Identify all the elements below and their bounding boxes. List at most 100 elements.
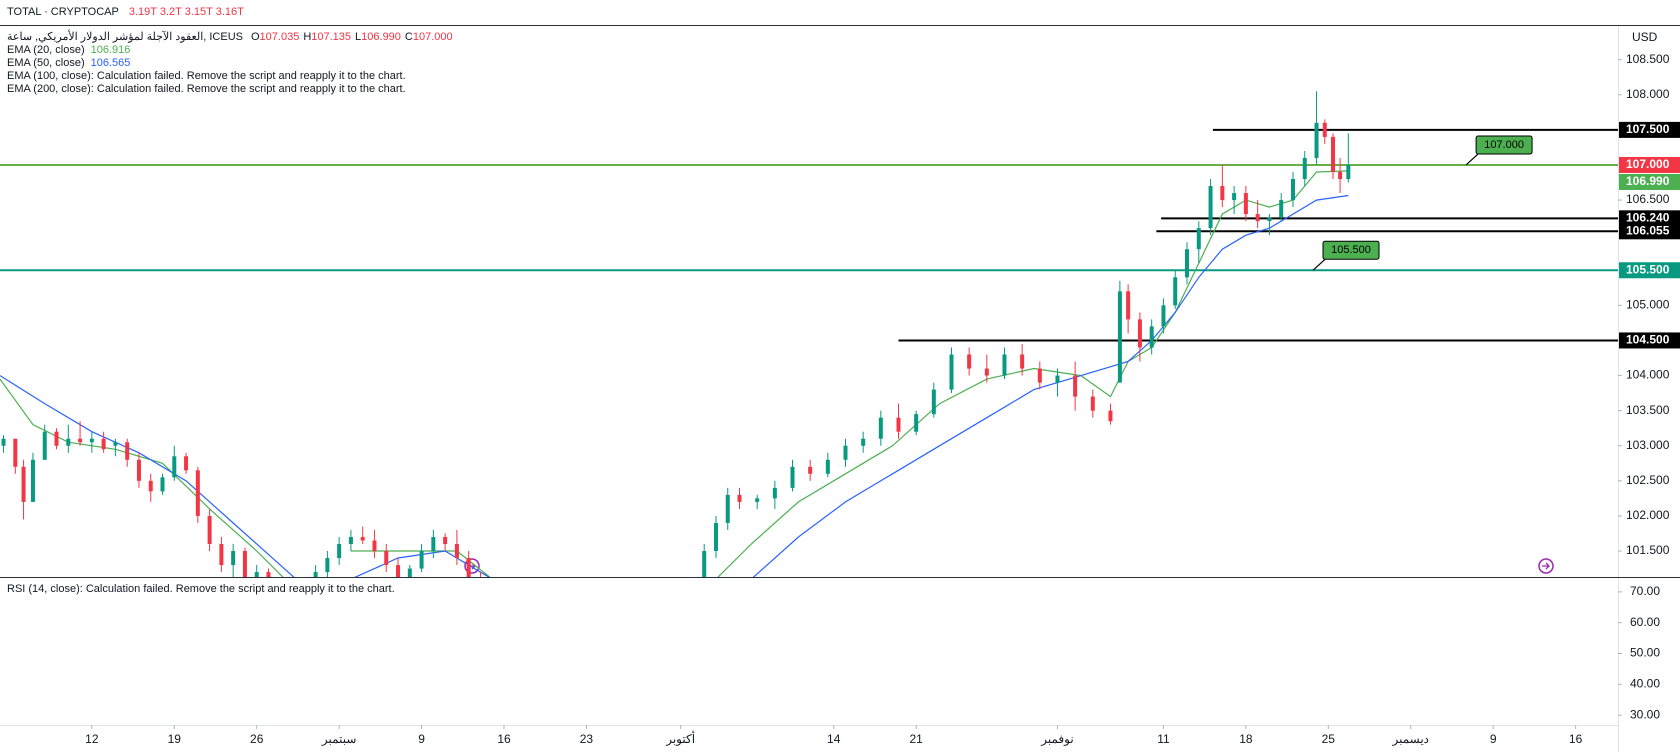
candle-body <box>348 536 353 545</box>
candle-body <box>1185 249 1190 278</box>
candle-body <box>113 442 118 446</box>
rsi-y-tick-label: 60.00 <box>1630 615 1660 629</box>
candle-body <box>443 536 448 545</box>
ohlc: O107.035 H107.135 L106.990 C107.000 <box>251 31 453 43</box>
x-tick-label: 9 <box>1490 732 1497 746</box>
ohlc-value: 107.000 <box>413 31 453 43</box>
x-tick-label: ديسمبر <box>1391 732 1429 746</box>
level-axis-box <box>1619 210 1680 227</box>
candle-body <box>931 389 936 415</box>
y-tick-label: 103.500 <box>1626 403 1670 417</box>
x-tick-label: 9 <box>418 732 425 746</box>
candle-body <box>454 544 459 559</box>
candle-body <box>160 477 165 492</box>
level-axis-label: 104.500 <box>1626 333 1670 347</box>
candle-body <box>1037 368 1042 383</box>
x-tick-label: 21 <box>909 732 923 746</box>
candle-body <box>148 480 153 492</box>
candle-body <box>242 551 247 577</box>
rsi-y-tick-label: 30.00 <box>1630 707 1660 721</box>
y-tick-label: 108.500 <box>1626 52 1670 66</box>
candle-body <box>1117 291 1122 383</box>
candle-body <box>54 431 59 446</box>
candle-body <box>808 466 813 474</box>
x-tick-label: 25 <box>1322 732 1336 746</box>
level-axis-label: 107.500 <box>1626 122 1670 136</box>
ohlc-label: L <box>355 31 361 43</box>
x-tick-label: 16 <box>497 732 511 746</box>
candle-body <box>1302 157 1307 180</box>
ohlc-label: C <box>405 31 413 43</box>
x-tick-label: 23 <box>580 732 594 746</box>
y-tick-label: 104.000 <box>1626 368 1670 382</box>
indicator-name: EMA (50, close) <box>7 57 85 69</box>
y-tick-label: 105.000 <box>1626 298 1670 312</box>
candle-body <box>337 544 342 559</box>
callout-pointer <box>1465 153 1479 166</box>
level-axis-label: 105.500 <box>1626 262 1670 276</box>
candle-body <box>384 551 389 566</box>
candle-body <box>266 572 271 577</box>
candle-body <box>219 544 224 566</box>
y-tick-label: 108.000 <box>1626 87 1670 101</box>
candle-body <box>1255 214 1260 222</box>
callout-box <box>1322 240 1380 260</box>
candle-body <box>325 558 330 573</box>
candle-body <box>1331 136 1336 172</box>
replay-icon[interactable] <box>1538 558 1554 574</box>
candle-body <box>1220 186 1225 201</box>
candle-body <box>419 551 424 569</box>
y-tick-label: 103.000 <box>1626 438 1670 452</box>
candle-body <box>184 456 189 471</box>
callout-label: 105.500 <box>1331 244 1371 256</box>
candle-body <box>1002 354 1007 376</box>
candle-body <box>372 540 377 552</box>
candle-body <box>1137 319 1142 348</box>
candle-body <box>861 438 866 446</box>
indicator-name: EMA (20, close) <box>7 44 85 56</box>
candle-body <box>313 572 318 577</box>
candle-body <box>1090 396 1095 411</box>
candle-body <box>195 470 200 516</box>
candle-body <box>89 438 94 443</box>
candle-body <box>1 438 6 446</box>
indicator-legend: EMA (20, close) 106.916 <box>7 44 130 56</box>
price-axis-label: 106.990 <box>1626 174 1670 188</box>
candle-body <box>772 487 777 499</box>
ohlc-label: H <box>303 31 311 43</box>
candle-body <box>949 354 954 390</box>
level-axis-label: 106.055 <box>1626 223 1670 237</box>
candle-body <box>1232 193 1237 201</box>
x-tick-label: 11 <box>1157 732 1170 746</box>
indicator-legend: EMA (50, close) 106.565 <box>7 57 130 69</box>
rsi-label: RSI (14, close): Calculation failed. Rem… <box>7 583 395 595</box>
candle-body <box>125 442 130 460</box>
plot-area <box>0 91 1618 577</box>
candle-body <box>878 417 883 439</box>
candle-body <box>725 494 730 523</box>
candle-body <box>78 438 83 443</box>
candle-body <box>713 522 718 552</box>
level-axis-box <box>1619 332 1680 349</box>
candle-body <box>1322 122 1327 137</box>
callout-box <box>1475 135 1533 155</box>
candle-body <box>1243 193 1248 215</box>
level-axis-box <box>1619 223 1680 240</box>
candle-body <box>66 438 71 446</box>
candle-body <box>790 466 795 488</box>
indicator-name: EMA (100, close): Calculation failed. Re… <box>7 70 406 82</box>
price-axis-label: 107.000 <box>1626 157 1670 171</box>
candle-body <box>1267 217 1272 222</box>
symbol: TOTAL · CRYPTOCAP <box>7 6 119 18</box>
x-tick-label: 12 <box>85 732 99 746</box>
x-tick-label: أكتوبر <box>665 731 695 746</box>
candle-body <box>1196 228 1201 250</box>
level-axis-box <box>1619 121 1680 138</box>
candle-body <box>207 515 212 545</box>
x-tick-label: 19 <box>168 732 182 746</box>
candle-body <box>1338 171 1343 180</box>
candle-body <box>1126 291 1131 320</box>
x-tick-label: 16 <box>1569 732 1583 746</box>
